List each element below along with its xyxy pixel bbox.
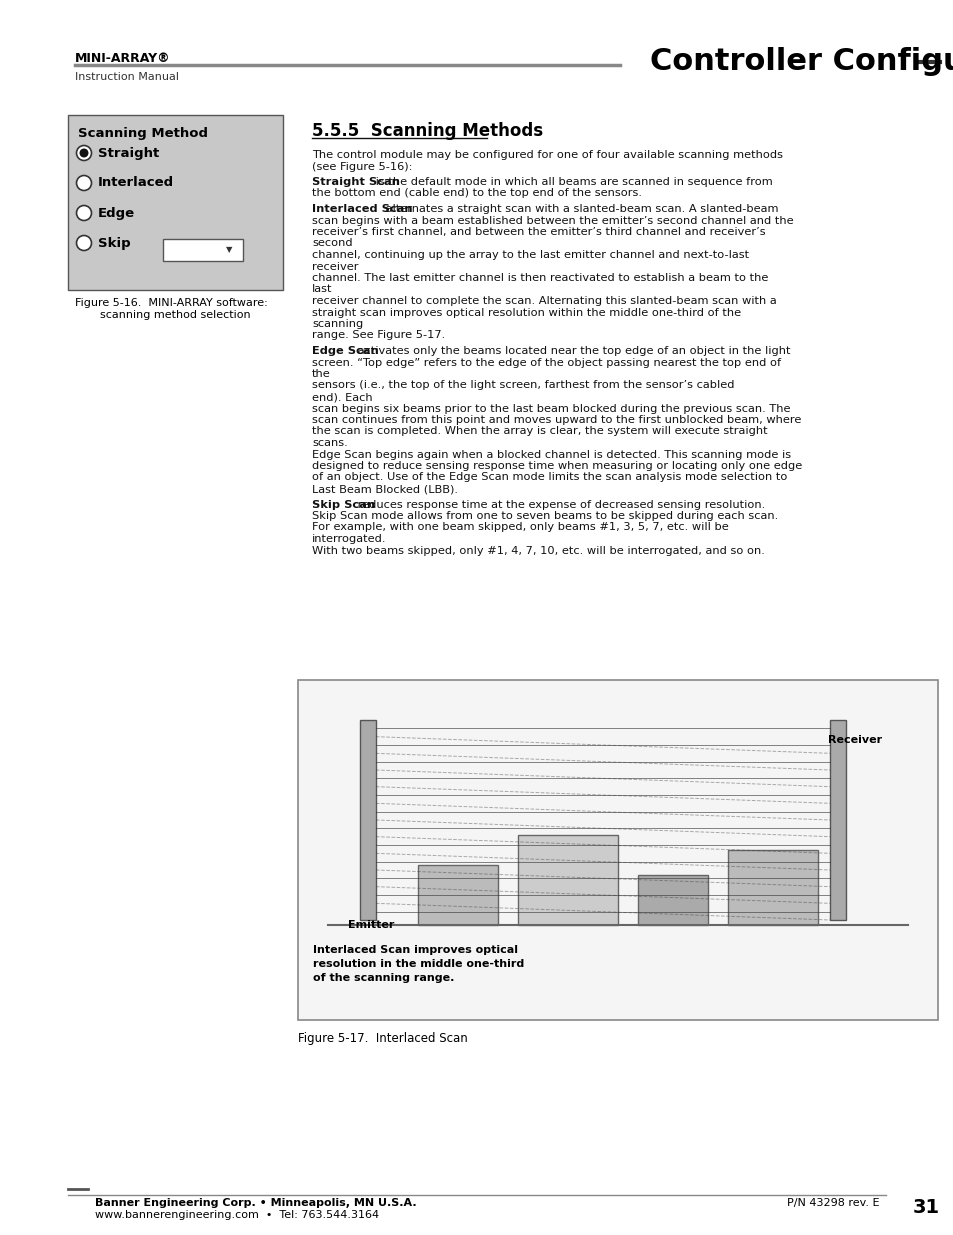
Text: Skip Scan: Skip Scan xyxy=(312,499,375,510)
Text: second: second xyxy=(312,238,353,248)
Text: Straight Scan: Straight Scan xyxy=(312,177,399,186)
Text: www.bannerengineering.com  •  Tel: 763.544.3164: www.bannerengineering.com • Tel: 763.544… xyxy=(95,1210,378,1220)
Text: Interlaced Scan: Interlaced Scan xyxy=(312,204,413,214)
Circle shape xyxy=(76,146,91,161)
Text: (see Figure 5-16):: (see Figure 5-16): xyxy=(312,162,412,172)
Text: end). Each: end). Each xyxy=(312,391,373,403)
Circle shape xyxy=(76,236,91,251)
Text: P/N 43298 rev. E: P/N 43298 rev. E xyxy=(786,1198,879,1208)
Circle shape xyxy=(76,175,91,190)
Text: ▼: ▼ xyxy=(226,246,232,254)
Text: scans.: scans. xyxy=(312,438,348,448)
Text: screen. “Top edge” refers to the edge of the object passing nearest the top end : screen. “Top edge” refers to the edge of… xyxy=(312,357,781,368)
Text: Last Beam Blocked (LBB).: Last Beam Blocked (LBB). xyxy=(312,484,457,494)
Text: Straight: Straight xyxy=(98,147,159,159)
FancyBboxPatch shape xyxy=(417,864,497,925)
Text: scan begins with a beam established between the emitter’s second channel and the: scan begins with a beam established betw… xyxy=(312,215,793,226)
Text: range. See Figure 5-17.: range. See Figure 5-17. xyxy=(312,331,445,341)
Text: scanning method selection: scanning method selection xyxy=(99,310,250,320)
Text: receiver’s first channel, and between the emitter’s third channel and receiver’s: receiver’s first channel, and between th… xyxy=(312,227,765,237)
Text: last: last xyxy=(312,284,333,294)
Text: Receiver: Receiver xyxy=(827,735,882,745)
Text: reduces response time at the expense of decreased sensing resolution.: reduces response time at the expense of … xyxy=(354,499,764,510)
Text: Scanning Method: Scanning Method xyxy=(78,127,208,140)
Text: the scan is completed. When the array is clear, the system will execute straight: the scan is completed. When the array is… xyxy=(312,426,767,436)
Text: receiver: receiver xyxy=(312,262,358,272)
Text: channel. The last emitter channel is then reactivated to establish a beam to the: channel. The last emitter channel is the… xyxy=(312,273,767,283)
FancyBboxPatch shape xyxy=(638,876,707,925)
Text: Banner Engineering Corp. • Minneapolis, MN U.S.A.: Banner Engineering Corp. • Minneapolis, … xyxy=(95,1198,416,1208)
Text: activates only the beams located near the top edge of an object in the light: activates only the beams located near th… xyxy=(354,346,789,356)
Text: scan continues from this point and moves upward to the first unblocked beam, whe: scan continues from this point and moves… xyxy=(312,415,801,425)
Text: Instruction Manual: Instruction Manual xyxy=(75,72,179,82)
Text: Interlaced: Interlaced xyxy=(98,177,174,189)
Text: is the default mode in which all beams are scanned in sequence from: is the default mode in which all beams a… xyxy=(372,177,772,186)
Text: channel, continuing up the array to the last emitter channel and next-to-last: channel, continuing up the array to the … xyxy=(312,249,748,261)
Text: 31: 31 xyxy=(912,1198,939,1216)
Circle shape xyxy=(76,205,91,221)
Text: Emitter: Emitter xyxy=(348,920,394,930)
FancyBboxPatch shape xyxy=(517,835,618,925)
Text: interrogated.: interrogated. xyxy=(312,534,386,543)
Text: alternates a straight scan with a slanted-beam scan. A slanted-beam: alternates a straight scan with a slante… xyxy=(381,204,778,214)
Text: the bottom end (cable end) to the top end of the sensors.: the bottom end (cable end) to the top en… xyxy=(312,189,641,199)
Text: For example, with one beam skipped, only beams #1, 3, 5, 7, etc. will be: For example, with one beam skipped, only… xyxy=(312,522,728,532)
Text: Controller Configuration: Controller Configuration xyxy=(649,47,953,77)
Text: Interlaced Scan improves optical
resolution in the middle one-third
of the scann: Interlaced Scan improves optical resolut… xyxy=(313,945,524,983)
Text: receiver channel to complete the scan. Alternating this slanted-beam scan with a: receiver channel to complete the scan. A… xyxy=(312,296,776,306)
FancyBboxPatch shape xyxy=(359,720,375,920)
FancyBboxPatch shape xyxy=(68,115,283,290)
Text: Skip: Skip xyxy=(98,236,131,249)
Text: Figure 5-16.  MINI-ARRAY software:: Figure 5-16. MINI-ARRAY software: xyxy=(75,298,268,308)
Text: Edge Scan begins again when a blocked channel is detected. This scanning mode is: Edge Scan begins again when a blocked ch… xyxy=(312,450,790,459)
Text: designed to reduce sensing response time when measuring or locating only one edg: designed to reduce sensing response time… xyxy=(312,461,801,471)
Text: MINI-ARRAY®: MINI-ARRAY® xyxy=(75,52,171,65)
Text: Edge: Edge xyxy=(98,206,135,220)
FancyBboxPatch shape xyxy=(727,850,817,925)
Text: straight scan improves optical resolution within the middle one-third of the: straight scan improves optical resolutio… xyxy=(312,308,740,317)
Text: 5.5.5  Scanning Methods: 5.5.5 Scanning Methods xyxy=(312,122,542,140)
Text: scan begins six beams prior to the last beam blocked during the previous scan. T: scan begins six beams prior to the last … xyxy=(312,404,790,414)
Text: Skip Scan mode allows from one to seven beams to be skipped during each scan.: Skip Scan mode allows from one to seven … xyxy=(312,511,778,521)
Text: With two beams skipped, only #1, 4, 7, 10, etc. will be interrogated, and so on.: With two beams skipped, only #1, 4, 7, 1… xyxy=(312,546,764,556)
FancyBboxPatch shape xyxy=(829,720,845,920)
Text: the: the xyxy=(312,369,331,379)
Text: scanning: scanning xyxy=(312,319,363,329)
Text: Edge Scan: Edge Scan xyxy=(312,346,378,356)
FancyBboxPatch shape xyxy=(163,240,243,261)
FancyBboxPatch shape xyxy=(297,680,937,1020)
Text: Figure 5-17.  Interlaced Scan: Figure 5-17. Interlaced Scan xyxy=(297,1032,467,1045)
Circle shape xyxy=(79,148,89,158)
Text: sensors (i.e., the top of the light screen, farthest from the sensor’s cabled: sensors (i.e., the top of the light scre… xyxy=(312,380,734,390)
Text: of an object. Use of the Edge Scan mode limits the scan analysis mode selection : of an object. Use of the Edge Scan mode … xyxy=(312,473,786,483)
Text: The control module may be configured for one of four available scanning methods: The control module may be configured for… xyxy=(312,149,782,161)
